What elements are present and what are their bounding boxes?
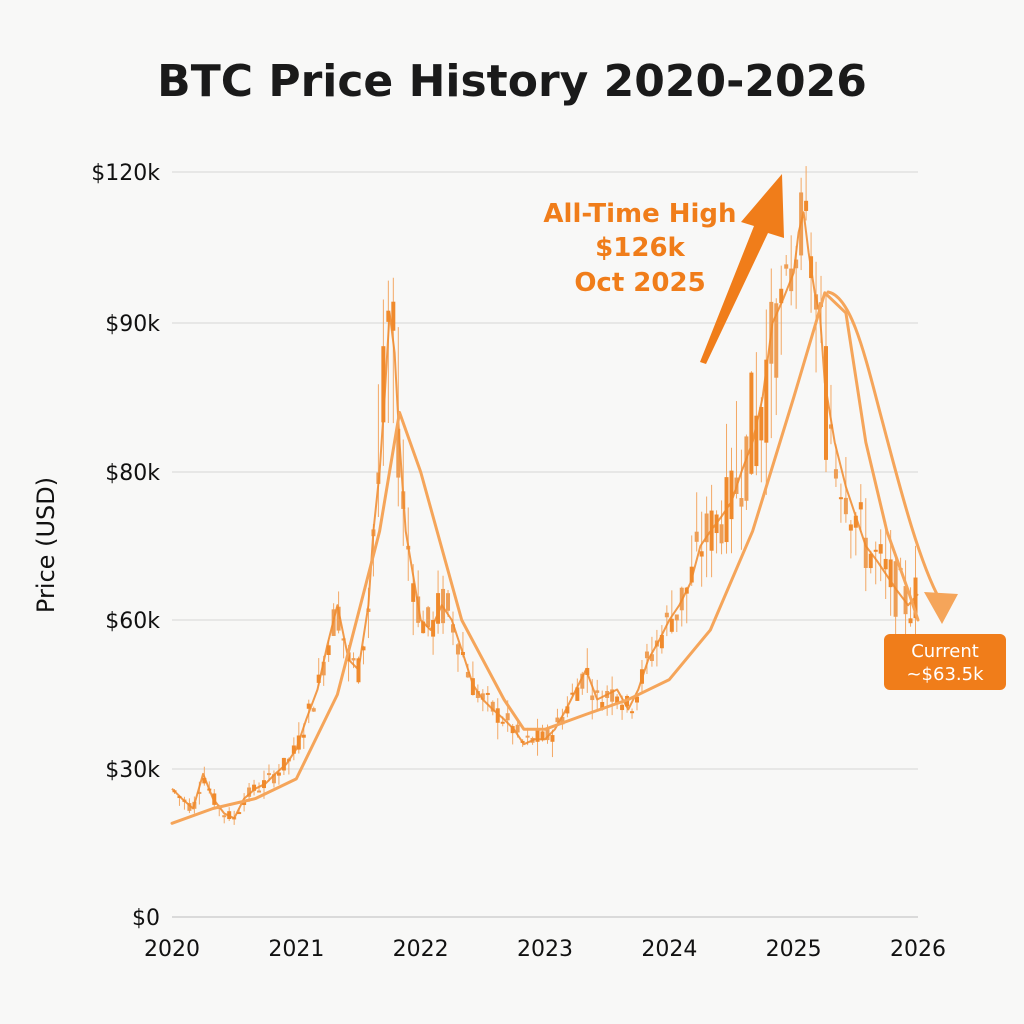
candle — [804, 166, 809, 221]
candle — [878, 529, 883, 582]
candle — [446, 589, 451, 617]
x-tick-label: 2021 — [268, 937, 324, 962]
x-tick-label: 2022 — [393, 937, 449, 962]
x-tick-label: 2020 — [144, 937, 200, 962]
candle — [490, 700, 495, 716]
y-axis-ticks: $0 $30k $60k $80k $90k $120k — [91, 161, 160, 931]
x-tick-label: 2024 — [641, 937, 697, 962]
candle — [674, 614, 679, 633]
grid-lines — [172, 171, 918, 770]
y-tick-label: $30k — [105, 758, 160, 783]
candle — [266, 764, 271, 782]
chart-title: BTC Price History 2020-2026 — [157, 56, 867, 107]
candle — [426, 605, 431, 637]
trend-arrow-icon — [826, 290, 942, 602]
candle — [610, 676, 615, 716]
candle — [659, 625, 664, 654]
candle — [724, 423, 729, 554]
current-badge-line1: Current — [911, 641, 979, 662]
candle — [431, 611, 436, 655]
y-tick-label: $120k — [91, 161, 160, 186]
y-tick-label: $60k — [105, 609, 160, 634]
x-axis-ticks: 2020 2021 2022 2023 2024 2025 2026 — [144, 937, 946, 962]
candle — [436, 570, 441, 634]
ath-label-line1: All-Time High — [543, 199, 736, 229]
candle — [858, 484, 863, 532]
candle — [560, 708, 565, 730]
candle — [913, 545, 918, 640]
ath-label-line3: Oct 2025 — [574, 268, 705, 298]
candle — [615, 694, 620, 710]
x-tick-label: 2025 — [766, 937, 822, 962]
candle — [311, 706, 316, 712]
candle — [699, 511, 704, 587]
candle — [893, 557, 898, 635]
trend-arrowhead-icon — [924, 592, 958, 624]
ath-arrow-icon — [700, 174, 784, 364]
candle — [669, 590, 674, 634]
candle — [868, 550, 873, 574]
candle — [555, 708, 560, 724]
candle — [759, 397, 764, 483]
candle — [630, 708, 635, 719]
candle — [495, 698, 500, 740]
y-tick-label: $90k — [105, 312, 160, 337]
price-line — [171, 211, 919, 820]
candle — [754, 352, 759, 476]
candle — [903, 560, 908, 641]
candle — [361, 645, 366, 665]
candle — [719, 500, 724, 555]
candle — [535, 718, 540, 756]
candle — [605, 685, 610, 716]
y-tick-label: $0 — [132, 906, 160, 931]
candle — [823, 294, 828, 473]
candle — [252, 779, 257, 796]
candle — [222, 814, 227, 824]
x-tick-label: 2023 — [517, 937, 573, 962]
y-axis-label: Price (USD) — [32, 477, 60, 613]
candle — [774, 298, 779, 416]
candle — [714, 510, 719, 554]
candle — [271, 770, 276, 788]
candle — [873, 541, 878, 585]
candle — [635, 694, 640, 711]
candle — [764, 309, 769, 495]
candlestick-series — [172, 166, 918, 825]
candle — [664, 605, 669, 637]
candle — [739, 449, 744, 550]
candle — [848, 519, 853, 559]
candle — [883, 521, 888, 600]
candle — [744, 434, 749, 510]
ath-label-line2: $126k — [595, 233, 685, 263]
y-tick-label: $80k — [105, 461, 160, 486]
candle — [276, 764, 281, 785]
candle — [485, 686, 490, 712]
trend-line — [170, 291, 920, 825]
candle — [450, 611, 455, 646]
x-tick-label: 2026 — [890, 937, 946, 962]
candle — [779, 265, 784, 355]
candle — [644, 643, 649, 675]
current-badge-line2: ~$63.5k — [906, 664, 984, 685]
candle — [595, 679, 600, 710]
current-price-badge: Current ~$63.5k — [884, 634, 1006, 690]
candle — [291, 737, 296, 761]
candle — [838, 483, 843, 523]
candle — [575, 678, 580, 701]
candle — [470, 661, 475, 696]
candle — [784, 255, 789, 276]
candle — [386, 280, 391, 423]
candle — [381, 299, 386, 466]
candle — [570, 683, 575, 697]
candle — [769, 268, 774, 439]
candle — [455, 642, 460, 672]
candle — [550, 729, 555, 758]
candle — [789, 235, 794, 306]
candle — [833, 444, 838, 487]
candle — [749, 371, 754, 475]
candle — [694, 492, 699, 552]
